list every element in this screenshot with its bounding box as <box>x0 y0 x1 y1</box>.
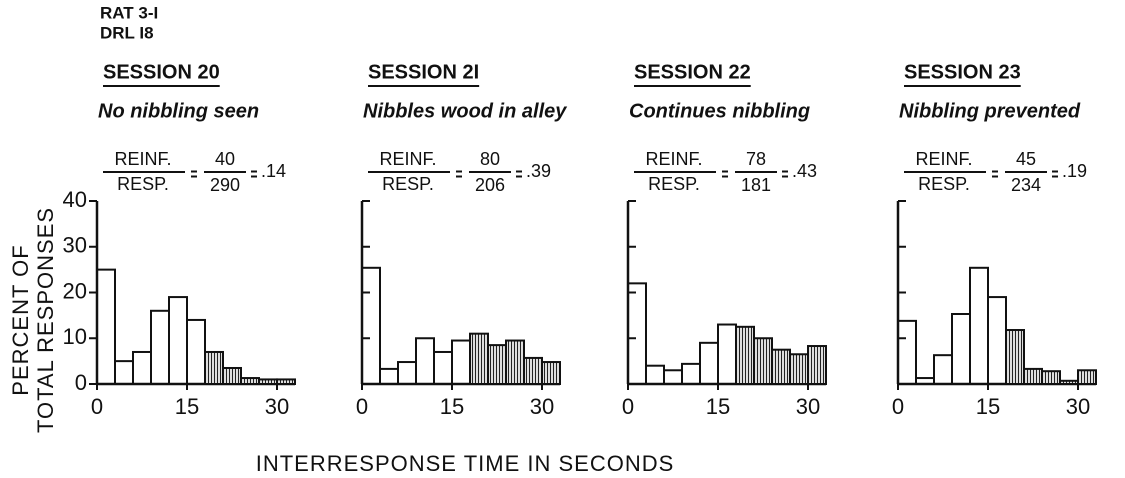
histogram-bar <box>150 309 170 385</box>
histogram-bar <box>186 318 206 386</box>
histogram-bar <box>523 356 543 385</box>
ratio-number: 181 <box>741 175 771 195</box>
histogram-bar <box>627 282 647 386</box>
histogram-bar <box>469 332 489 385</box>
histogram-bar <box>951 313 971 385</box>
header-line: DRL I8 <box>100 23 154 42</box>
histogram-bar <box>1023 367 1043 385</box>
histogram-bar <box>132 350 152 386</box>
histogram-bar <box>915 377 935 385</box>
histogram-bar <box>114 360 134 385</box>
ratio-number: 40 <box>215 149 235 169</box>
panel-subtitle: No nibbling seen <box>98 100 259 122</box>
histogram-bar <box>1059 379 1079 385</box>
ratio-value: .14 <box>261 161 286 181</box>
y-tick-label: 0 <box>75 370 87 395</box>
histogram-bar <box>897 319 917 385</box>
y-axis-label: PERCENT OF <box>8 244 33 395</box>
x-tick-label: 0 <box>91 394 103 419</box>
panel-subtitle: Nibbling prevented <box>899 100 1081 122</box>
histogram-bar <box>735 325 755 385</box>
histogram-bar <box>933 354 953 385</box>
histogram-bar <box>222 366 242 385</box>
histogram-bar <box>433 350 453 386</box>
histogram-bar <box>1005 329 1025 386</box>
ratio-value: .19 <box>1062 161 1087 181</box>
ratio-number: 234 <box>1011 175 1041 195</box>
ratio-number: 80 <box>480 149 500 169</box>
histogram-bar <box>681 362 701 385</box>
panel-title: SESSION 22 <box>634 61 751 83</box>
x-tick-label: 30 <box>1066 394 1090 419</box>
ratio-number: 290 <box>210 175 240 195</box>
y-tick-label: 10 <box>63 324 87 349</box>
histogram-bar <box>276 378 296 385</box>
histogram-bar <box>451 339 471 386</box>
ratio-value: .39 <box>526 161 551 181</box>
y-axis-label: TOTAL RESPONSES <box>33 207 58 433</box>
histogram-bar <box>771 348 791 385</box>
histogram-bar <box>807 345 827 385</box>
histogram-bar <box>1041 370 1061 386</box>
histogram-bar <box>397 361 417 386</box>
y-tick-label: 20 <box>63 278 87 303</box>
histogram-bar <box>699 341 719 386</box>
panel-title: SESSION 20 <box>103 61 220 83</box>
x-axis-label: INTERRESPONSE TIME IN SECONDS <box>256 451 675 476</box>
ratio-label: REINF. <box>379 149 436 169</box>
histogram-bar <box>96 268 116 385</box>
ratio-number: 45 <box>1016 149 1036 169</box>
histogram-bar <box>415 337 435 385</box>
histogram-bar <box>258 378 278 385</box>
x-tick-label: 0 <box>892 394 904 419</box>
ratio-label: RESP. <box>382 174 434 194</box>
ratio-number: 78 <box>746 149 766 169</box>
histogram-bar <box>1077 369 1097 385</box>
panel-title: SESSION 23 <box>904 61 1021 83</box>
x-tick-label: 0 <box>356 394 368 419</box>
histogram-bar <box>379 367 399 385</box>
histogram-bar <box>663 369 683 385</box>
header-line: RAT 3-I <box>100 3 158 22</box>
ratio-value: .43 <box>792 161 817 181</box>
x-tick-label: 30 <box>530 394 554 419</box>
ratio-label: RESP. <box>648 174 700 194</box>
ratio-label: REINF. <box>645 149 702 169</box>
x-tick-label: 30 <box>796 394 820 419</box>
histogram-bar <box>168 296 188 386</box>
ratio-label: REINF. <box>114 149 171 169</box>
panel-subtitle: Nibbles wood in alley <box>363 100 567 122</box>
x-tick-label: 15 <box>976 394 1000 419</box>
x-tick-label: 15 <box>175 394 199 419</box>
histogram-bar <box>505 339 525 386</box>
x-tick-label: 30 <box>265 394 289 419</box>
histogram-bar <box>487 344 507 385</box>
x-tick-label: 15 <box>706 394 730 419</box>
histogram-bar <box>987 296 1007 386</box>
histogram-bar <box>717 323 737 385</box>
histogram-bar <box>240 377 260 385</box>
panel-subtitle: Continues nibbling <box>629 100 810 122</box>
ratio-label: RESP. <box>117 174 169 194</box>
panel-title: SESSION 2I <box>368 61 479 83</box>
y-tick-label: 40 <box>63 187 87 212</box>
ratio-label: REINF. <box>915 149 972 169</box>
x-tick-label: 15 <box>440 394 464 419</box>
ratio-label: RESP. <box>918 174 970 194</box>
histogram-bar <box>361 266 381 386</box>
histogram-bar <box>541 361 561 386</box>
histogram-bar <box>969 266 989 386</box>
histogram-bar <box>204 350 224 386</box>
ratio-number: 206 <box>475 175 505 195</box>
histogram-bar <box>645 364 665 386</box>
histogram-bar <box>789 353 809 386</box>
y-tick-label: 30 <box>63 233 87 258</box>
histogram-bar <box>753 337 773 385</box>
x-tick-label: 0 <box>622 394 634 419</box>
